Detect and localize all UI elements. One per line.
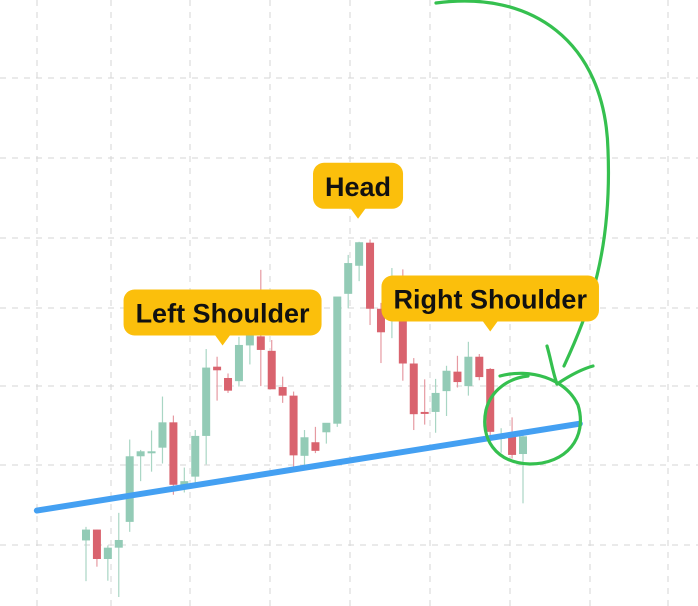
annotation-pen-marks bbox=[434, 0, 611, 466]
candle bbox=[136, 449, 145, 482]
candle bbox=[82, 526, 90, 582]
candle bbox=[289, 391, 298, 469]
candle bbox=[464, 341, 473, 396]
candle bbox=[158, 396, 167, 464]
candle-body bbox=[398, 286, 407, 364]
candle-body bbox=[475, 356, 484, 378]
callout-pointer bbox=[350, 207, 367, 219]
candle bbox=[92, 529, 101, 567]
candle-body bbox=[169, 422, 178, 485]
candle bbox=[267, 339, 276, 390]
candle bbox=[224, 373, 233, 393]
candle-body bbox=[431, 392, 440, 412]
candle bbox=[213, 356, 222, 401]
candle-body bbox=[267, 350, 276, 390]
candle bbox=[442, 365, 451, 416]
candle bbox=[333, 296, 342, 427]
candle bbox=[366, 239, 375, 326]
candle-body bbox=[82, 529, 90, 541]
left-shoulder-callout: Left Shoulder bbox=[123, 289, 322, 346]
candle-body bbox=[180, 481, 189, 485]
candle-body bbox=[519, 436, 527, 455]
candle bbox=[234, 336, 243, 387]
candle bbox=[311, 426, 320, 454]
candle bbox=[322, 422, 331, 444]
candle-body bbox=[147, 451, 156, 454]
candle bbox=[475, 354, 484, 381]
candle-body bbox=[420, 411, 429, 414]
candle-body bbox=[191, 435, 200, 477]
candle-body bbox=[224, 377, 233, 391]
candle-body bbox=[344, 263, 353, 294]
candle bbox=[169, 415, 178, 495]
candle-body bbox=[464, 356, 473, 387]
candle bbox=[355, 241, 364, 282]
candle bbox=[278, 376, 287, 403]
candle-body bbox=[333, 296, 342, 424]
candle bbox=[431, 378, 440, 433]
candle-body bbox=[453, 371, 462, 383]
callout-box bbox=[381, 275, 599, 322]
candle-body bbox=[202, 367, 211, 436]
callout-label: Left Shoulder bbox=[136, 299, 310, 329]
arrow-head-right bbox=[555, 364, 595, 386]
head-callout: Head bbox=[313, 162, 404, 219]
candle-body bbox=[125, 456, 134, 522]
candle bbox=[420, 379, 429, 425]
candle-body bbox=[256, 336, 265, 350]
candle-body bbox=[103, 547, 112, 559]
candle-body bbox=[114, 539, 123, 548]
callout-label: Right Shoulder bbox=[393, 284, 587, 314]
candle-body bbox=[376, 308, 385, 333]
candle-body bbox=[136, 451, 145, 457]
candle-body bbox=[322, 422, 331, 433]
candle-body bbox=[442, 370, 451, 392]
candle-body bbox=[278, 387, 287, 396]
candle-body bbox=[92, 529, 101, 559]
candle bbox=[191, 430, 200, 485]
candle bbox=[114, 512, 123, 597]
callout-pointer bbox=[214, 334, 231, 346]
candle bbox=[344, 254, 353, 309]
candle-body bbox=[158, 422, 167, 448]
candle-body bbox=[409, 363, 418, 415]
candle bbox=[202, 349, 211, 465]
callout-label: Head bbox=[325, 172, 391, 202]
neckline bbox=[33, 420, 583, 514]
callout-box bbox=[313, 162, 404, 209]
candle bbox=[103, 545, 112, 581]
candle bbox=[147, 430, 156, 472]
candle bbox=[508, 417, 517, 459]
highlight-circle bbox=[483, 371, 582, 466]
candle-body bbox=[234, 344, 243, 382]
candle bbox=[409, 358, 418, 431]
candle bbox=[497, 428, 506, 453]
candle-body bbox=[289, 395, 298, 456]
candle-body bbox=[245, 331, 254, 346]
candle-body bbox=[366, 242, 375, 309]
candle-body bbox=[355, 242, 364, 266]
candle bbox=[125, 439, 134, 532]
candle bbox=[300, 430, 309, 471]
right-shoulder-callout: Right Shoulder bbox=[381, 275, 599, 332]
callout-box bbox=[123, 289, 322, 336]
candle-body bbox=[300, 437, 309, 456]
candle-body bbox=[311, 442, 320, 451]
pattern-callouts: Left Shoulder Head Right Shoulder bbox=[123, 162, 599, 346]
callout-pointer bbox=[482, 320, 499, 332]
candle-body bbox=[508, 436, 517, 455]
candle bbox=[519, 431, 527, 504]
candle bbox=[453, 355, 462, 388]
candle bbox=[376, 302, 385, 364]
candle-body bbox=[213, 366, 222, 371]
